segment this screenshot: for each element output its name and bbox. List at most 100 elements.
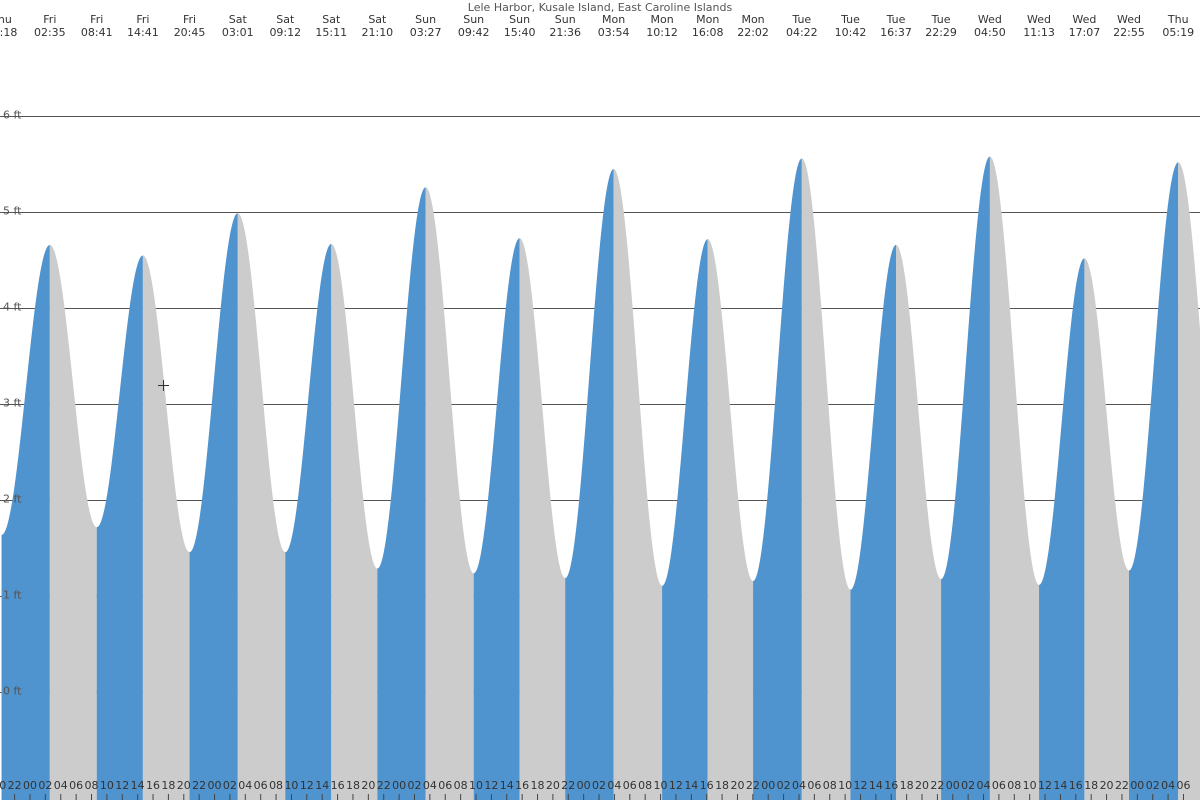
extreme-time: 16:08	[692, 26, 724, 39]
tide-segment	[896, 244, 942, 800]
x-tick-label: 08	[1007, 779, 1021, 792]
y-tick-label: 1 ft	[3, 589, 22, 602]
x-tick-label: 10	[838, 779, 852, 792]
extreme-time: 21:36	[549, 26, 581, 39]
x-tick-label: 20	[0, 779, 6, 792]
tide-segment	[96, 255, 143, 800]
x-tick-label: 04	[238, 779, 252, 792]
x-tick-label: 14	[684, 779, 698, 792]
extreme-day: Sat	[368, 13, 387, 26]
x-tick-label: 06	[623, 779, 637, 792]
extreme-time: 20:45	[174, 26, 206, 39]
extreme-time: 22:55	[1113, 26, 1145, 39]
tide-segment	[1178, 162, 1200, 800]
x-tick-label: 12	[853, 779, 867, 792]
x-tick-label: 02	[38, 779, 52, 792]
extreme-day: Sun	[555, 13, 576, 26]
x-tick-label: 08	[638, 779, 652, 792]
tide-segment	[801, 158, 851, 800]
x-tick-label: 12	[669, 779, 683, 792]
tide-segment	[1, 244, 50, 800]
x-tick-label: 10	[469, 779, 483, 792]
extreme-day: Fri	[43, 13, 56, 26]
extreme-time: 04:50	[974, 26, 1006, 39]
extreme-day: Sat	[276, 13, 295, 26]
x-tick-label: 00	[392, 779, 406, 792]
x-tick-label: 14	[315, 779, 329, 792]
tide-segment	[142, 255, 190, 800]
x-tick-label: 06	[1176, 779, 1190, 792]
x-tick-label: 08	[823, 779, 837, 792]
extreme-time: 15:11	[315, 26, 347, 39]
x-tick-label: 02	[592, 779, 606, 792]
labels: 0 ft1 ft2 ft3 ft4 ft5 ft6 ftThu20:18Fri0…	[0, 13, 1194, 800]
tide-segment	[850, 244, 897, 800]
x-tick-label: 20	[730, 779, 744, 792]
extreme-time: 08:41	[81, 26, 113, 39]
x-tick-label: 16	[515, 779, 529, 792]
x-tick-label: 12	[484, 779, 498, 792]
extreme-day: Thu	[1167, 13, 1189, 26]
extreme-time: 14:41	[127, 26, 159, 39]
extreme-time: 02:35	[34, 26, 66, 39]
extreme-day: Tue	[931, 13, 951, 26]
tide-segment	[1039, 258, 1085, 800]
extreme-time: 11:13	[1023, 26, 1055, 39]
extreme-day: Mon	[741, 13, 764, 26]
extreme-time: 09:42	[458, 26, 490, 39]
tide-segment	[941, 156, 990, 800]
extreme-time: 21:10	[361, 26, 393, 39]
x-tick-label: 20	[1100, 779, 1114, 792]
x-tick-label: 10	[284, 779, 298, 792]
tide-segment	[707, 239, 754, 800]
x-tick-label: 06	[438, 779, 452, 792]
x-tick-label: 16	[331, 779, 345, 792]
x-tick-label: 16	[1069, 779, 1083, 792]
x-tick-label: 02	[407, 779, 421, 792]
x-tick-label: 22	[561, 779, 575, 792]
x-tick-label: 04	[423, 779, 437, 792]
x-tick-label: 14	[131, 779, 145, 792]
x-tick-label: 14	[1053, 779, 1067, 792]
tide-segment	[519, 238, 566, 800]
x-tick-label: 16	[884, 779, 898, 792]
x-tick-label: 12	[300, 779, 314, 792]
x-tick-label: 08	[85, 779, 99, 792]
y-tick-label: 3 ft	[3, 397, 22, 410]
extreme-day: Mon	[602, 13, 625, 26]
x-tick-label: 00	[1130, 779, 1144, 792]
extreme-day: Sun	[463, 13, 484, 26]
chart-title: Lele Harbor, Kusale Island, East Carolin…	[468, 1, 733, 14]
extreme-time: 20:18	[0, 26, 17, 39]
x-tick-label: 06	[992, 779, 1006, 792]
x-tick-label: 18	[346, 779, 360, 792]
tide-segment	[189, 213, 238, 800]
x-tick-label: 18	[161, 779, 175, 792]
x-tick-label: 00	[23, 779, 37, 792]
y-tick-label: 5 ft	[3, 205, 22, 218]
extreme-day: Tue	[791, 13, 811, 26]
extreme-time: 17:07	[1069, 26, 1101, 39]
x-tick-label: 18	[531, 779, 545, 792]
tide-segment	[1084, 258, 1130, 800]
tide-segment	[377, 187, 426, 800]
x-tick-label: 00	[946, 779, 960, 792]
extreme-day: Sun	[415, 13, 436, 26]
x-tick-label: 06	[69, 779, 83, 792]
extreme-time: 03:54	[598, 26, 630, 39]
y-tick-label: 2 ft	[3, 493, 22, 506]
tide-segment	[285, 243, 332, 800]
tide-areas	[1, 156, 1200, 800]
x-tick-label: 08	[454, 779, 468, 792]
x-tick-label: 12	[115, 779, 129, 792]
x-tick-label: 04	[607, 779, 621, 792]
extreme-time: 03:27	[410, 26, 442, 39]
tide-segment	[331, 243, 378, 800]
extreme-day: Sun	[509, 13, 530, 26]
extreme-day: Tue	[840, 13, 860, 26]
y-tick-label: 4 ft	[3, 301, 22, 314]
x-tick-label: 10	[1023, 779, 1037, 792]
x-tick-label: 20	[177, 779, 191, 792]
tide-segment	[473, 238, 520, 800]
